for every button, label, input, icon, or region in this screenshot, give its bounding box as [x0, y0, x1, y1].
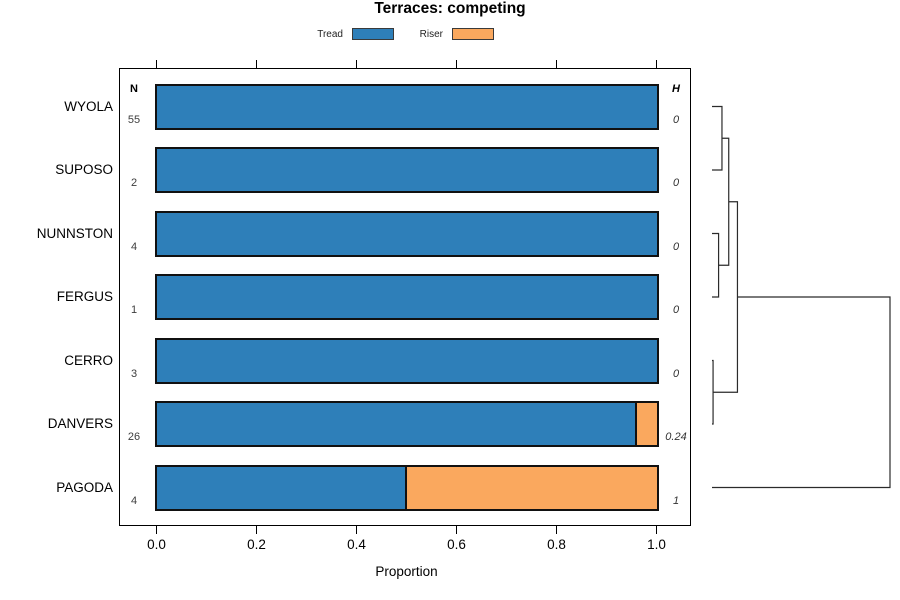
x-tick-top	[655, 60, 658, 68]
legend-label-tread: Tread	[317, 29, 343, 40]
x-tick-bottom	[655, 526, 658, 534]
x-tick-top	[355, 60, 358, 68]
n-value: 4	[130, 240, 138, 253]
legend-swatch-riser	[452, 28, 494, 40]
x-tick-top	[155, 60, 158, 68]
x-axis-title: Proportion	[375, 564, 438, 579]
legend-label-riser: Riser	[419, 29, 443, 40]
category-label: FERGUS	[56, 289, 113, 304]
h-column-header: H	[672, 83, 680, 95]
n-value: 55	[127, 113, 141, 126]
category-label: CERRO	[64, 352, 113, 368]
bar-segment-riser	[404, 466, 657, 509]
h-value: 0	[672, 240, 680, 253]
category-label: SUPOSO	[55, 162, 113, 177]
x-tick-top	[555, 60, 558, 68]
n-value: 3	[130, 367, 138, 380]
h-value: 0	[672, 304, 680, 316]
x-tick-top	[255, 60, 258, 68]
h-value: 0	[672, 113, 680, 126]
x-tick-label: 0.8	[547, 537, 566, 552]
category-label: NUNNSTON	[36, 225, 113, 241]
category-label: PAGODA	[56, 479, 113, 495]
bar-row-suposo	[154, 147, 659, 193]
bar-segment-riser	[634, 403, 657, 445]
h-value: 1	[672, 494, 680, 507]
x-tick-bottom	[155, 526, 158, 534]
bar-row-wyola	[154, 83, 659, 130]
bar-row-cerro	[154, 337, 659, 384]
bar-row-fergus	[154, 274, 659, 320]
bar-row-danvers	[154, 401, 659, 447]
chart-title: Terraces: competing	[374, 0, 526, 17]
category-label: WYOLA	[64, 98, 113, 114]
x-tick-top	[455, 60, 458, 68]
x-tick-label: 0.0	[147, 537, 166, 552]
dendrogram-links	[712, 105, 891, 489]
x-tick-label: 0.4	[347, 537, 366, 552]
h-value: 0.24	[665, 431, 687, 443]
category-label: DANVERS	[47, 416, 113, 431]
legend-swatch-tread	[352, 28, 394, 40]
x-tick-bottom	[355, 526, 358, 534]
h-value: 0	[672, 367, 680, 380]
x-tick-bottom	[255, 526, 258, 534]
h-value: 0	[672, 177, 680, 189]
n-value: 2	[130, 177, 138, 189]
bar-row-pagoda	[154, 464, 659, 511]
x-tick-bottom	[455, 526, 458, 534]
n-column-header: N	[130, 83, 138, 95]
x-tick-bottom	[555, 526, 558, 534]
n-value: 26	[127, 431, 141, 443]
x-tick-label: 1.0	[647, 537, 666, 552]
n-value: 4	[130, 494, 138, 507]
x-tick-label: 0.2	[247, 537, 266, 552]
n-value: 1	[130, 304, 138, 316]
x-tick-label: 0.6	[447, 537, 466, 552]
bar-row-nunnston	[154, 210, 659, 257]
